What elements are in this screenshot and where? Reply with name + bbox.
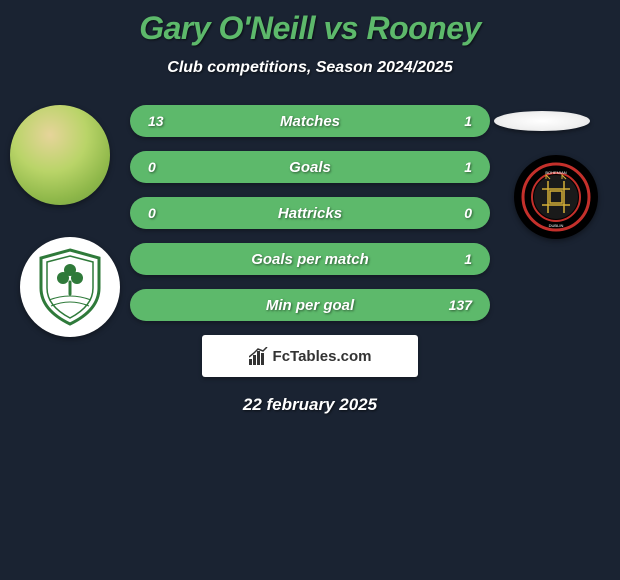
stats-bars: 13 Matches 1 0 Goals 1 0 Hattricks 0 Goa… (130, 105, 490, 321)
stat-row-goals-per-match: Goals per match 1 (130, 243, 490, 275)
stat-label: Min per goal (266, 297, 354, 314)
stat-label: Matches (280, 113, 340, 130)
club-right-badge: BOHEMIAN DUBLIN (514, 155, 598, 239)
subtitle: Club competitions, Season 2024/2025 (0, 59, 620, 77)
stat-right-value: 1 (464, 251, 472, 267)
stat-row-goals: 0 Goals 1 (130, 151, 490, 183)
fctables-label: FcTables.com (273, 348, 372, 365)
stat-right-value: 1 (464, 113, 472, 129)
stat-row-hattricks: 0 Hattricks 0 (130, 197, 490, 229)
stat-left-value: 0 (148, 159, 156, 175)
chart-bar-icon (249, 347, 269, 365)
fctables-watermark: FcTables.com (202, 335, 418, 377)
comparison-panel: BOHEMIAN DUBLIN 13 Matches 1 0 Goals 1 0… (0, 105, 620, 415)
stat-row-min-per-goal: Min per goal 137 (130, 289, 490, 321)
player-left-photo (10, 105, 110, 205)
date-line: 22 february 2025 (10, 395, 610, 415)
svg-text:DUBLIN: DUBLIN (549, 223, 564, 228)
player-right-photo (494, 111, 590, 131)
stat-right-value: 1 (464, 159, 472, 175)
stat-label: Goals (289, 159, 331, 176)
stat-right-value: 0 (464, 205, 472, 221)
svg-text:BOHEMIAN: BOHEMIAN (545, 170, 566, 175)
club-left-badge (20, 237, 120, 337)
stat-left-value: 0 (148, 205, 156, 221)
page-title: Gary O'Neill vs Rooney (0, 0, 620, 47)
stat-label: Goals per match (251, 251, 369, 268)
shamrock-rovers-icon (37, 248, 103, 326)
stat-row-matches: 13 Matches 1 (130, 105, 490, 137)
bohemian-fc-icon: BOHEMIAN DUBLIN (520, 161, 592, 233)
stat-label: Hattricks (278, 205, 342, 222)
stat-right-value: 137 (449, 297, 472, 313)
stat-left-value: 13 (148, 113, 164, 129)
